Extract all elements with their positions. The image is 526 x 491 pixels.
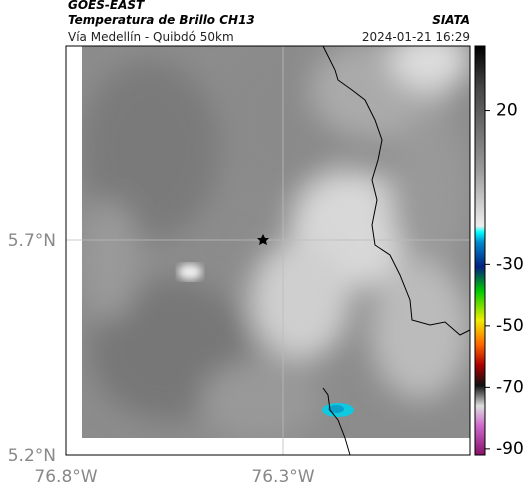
subtitle: Temperatura de Brillo CH13 [68,13,255,27]
lon-label: 76.8°W [34,467,97,487]
location: Vía Medellín - Quibdó 50km [68,30,234,44]
colorbar-tick-label: -30 [496,254,524,274]
satellite-image [65,45,471,456]
lat-label: 5.7°N [8,231,56,251]
colorbar-tick-label: -50 [496,316,524,336]
colorbar-tick-label: -70 [496,377,524,397]
colorbar [474,45,486,456]
source: SIATA [432,13,470,27]
lat-label: 5.2°N [8,446,56,466]
title: GOES-EAST [68,0,145,12]
colorbar-tick-label: -90 [496,439,524,459]
colorbar-tick-label: 20 [496,101,518,121]
datetime: 2024-01-21 16:29 [362,30,470,44]
lon-label: 76.3°W [251,467,314,487]
